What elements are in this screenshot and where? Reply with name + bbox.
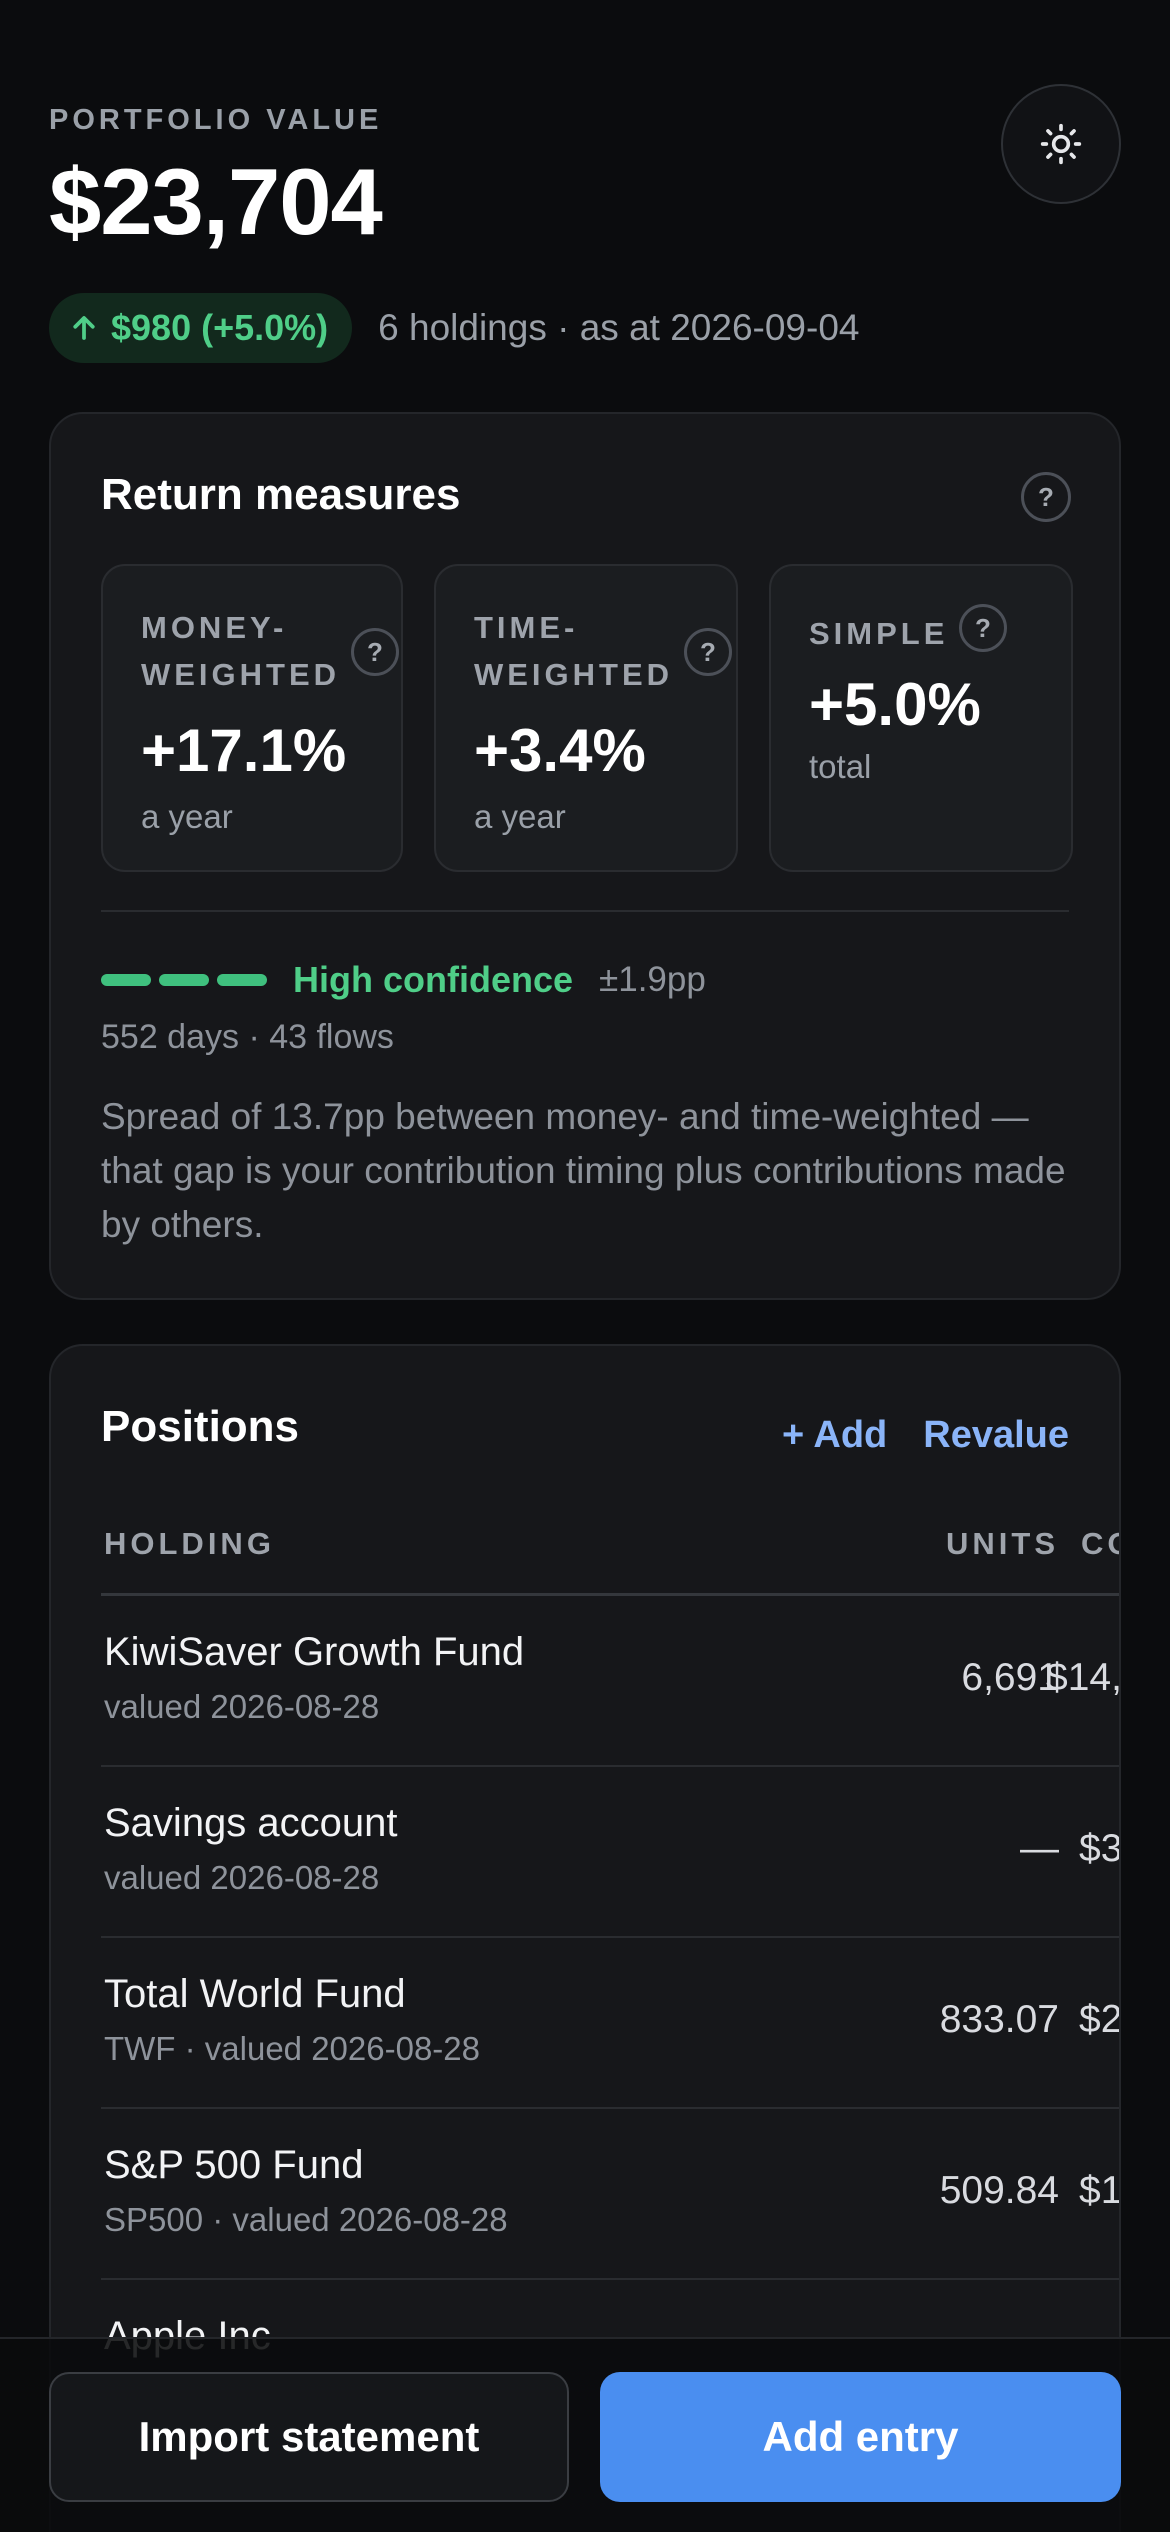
table-row[interactable]: Savings account valued 2026-08-28 — $3,1	[101, 1767, 1121, 1938]
theme-toggle-button[interactable]	[1001, 84, 1121, 204]
confidence-note: Spread of 13.7pp between money- and time…	[101, 1096, 1066, 1245]
portfolio-header: PORTFOLIO VALUE $23,704	[49, 84, 1121, 254]
column-holding[interactable]: HOLDING	[104, 1526, 275, 1561]
return-measures-card: Return measures ? MONEY-WEIGHTED ? +17.1…	[49, 412, 1121, 1300]
holding-cost: $2,7	[1079, 1998, 1121, 2041]
bottom-action-bar: Import statement Add entry	[0, 2337, 1170, 2532]
arrow-up-icon	[69, 313, 99, 343]
measure-value: +17.1%	[141, 717, 347, 784]
positions-title: Positions	[101, 1402, 300, 1451]
positions-card: Positions + Add Revalue HOLDING UNITS CO…	[49, 1344, 1121, 2532]
table-header: HOLDING UNITS CO	[101, 1516, 1119, 1596]
confidence-range: ±1.9pp	[599, 960, 706, 999]
holding-cost: $14,1	[1046, 1656, 1121, 1699]
holding-name: Savings account	[104, 1801, 398, 1845]
change-badge: $980 (+5.0%)	[49, 293, 353, 363]
holding-name: Total World Fund	[104, 1972, 406, 2016]
money-weighted-help-icon[interactable]: ?	[351, 628, 399, 676]
measure-label: MONEY-WEIGHTED	[141, 610, 341, 692]
add-position-button[interactable]: + Add	[782, 1414, 888, 1456]
portfolio-change-row: $980 (+5.0%) 6 holdings · as at 2026-09-…	[49, 293, 859, 363]
money-weighted-measure: MONEY-WEIGHTED ? +17.1% a year	[101, 564, 403, 872]
holding-sub: TWF · valued 2026-08-28	[104, 2030, 481, 2067]
return-measures-title: Return measures	[101, 470, 461, 519]
measure-sub: a year	[474, 798, 566, 835]
column-cost[interactable]: CO	[1081, 1526, 1119, 1561]
holding-units: 833.07	[939, 1998, 1059, 2041]
simple-measure: SIMPLE ? +5.0% total	[769, 564, 1073, 872]
import-statement-button[interactable]: Import statement	[49, 2372, 569, 2502]
portfolio-value-label: PORTFOLIO VALUE	[49, 104, 383, 136]
holding-sub: SP500 · valued 2026-08-28	[104, 2201, 508, 2238]
table-row[interactable]: S&P 500 Fund SP500 · valued 2026-08-28 5…	[101, 2109, 1121, 2280]
holding-cost: $1,2	[1079, 2169, 1121, 2212]
holding-name: KiwiSaver Growth Fund	[104, 1630, 525, 1674]
holding-sub: valued 2026-08-28	[104, 1859, 380, 1896]
holding-units: 6,691	[961, 1656, 1059, 1699]
add-entry-button[interactable]: Add entry	[600, 2372, 1121, 2502]
returns-divider	[101, 910, 1069, 912]
table-row[interactable]: KiwiSaver Growth Fund valued 2026-08-28 …	[101, 1596, 1121, 1767]
change-value: $980 (+5.0%)	[111, 307, 329, 348]
holding-units: —	[1020, 1827, 1059, 1870]
positions-actions: + Add Revalue	[782, 1414, 1069, 1457]
column-units[interactable]: UNITS	[946, 1526, 1059, 1561]
revalue-button[interactable]: Revalue	[923, 1414, 1069, 1456]
time-weighted-help-icon[interactable]: ?	[684, 628, 732, 676]
measure-label: TIME-WEIGHTED	[474, 610, 674, 692]
confidence-label: High confidence	[293, 959, 574, 1000]
measure-sub: total	[809, 748, 872, 785]
confidence-meta: 552 days · 43 flows	[101, 1018, 394, 1056]
holding-units: 509.84	[939, 2169, 1059, 2212]
measure-value: +3.4%	[474, 717, 646, 784]
return-measures-help-icon[interactable]: ?	[1021, 472, 1071, 522]
portfolio-total-value: $23,704	[49, 149, 383, 254]
holding-sub: valued 2026-08-28	[104, 1688, 380, 1725]
measure-value: +5.0%	[809, 671, 981, 738]
holding-name: S&P 500 Fund	[104, 2143, 364, 2187]
time-weighted-measure: TIME-WEIGHTED ? +3.4% a year	[434, 564, 738, 872]
holding-cost: $3,1	[1079, 1827, 1121, 1870]
measure-label: SIMPLE	[809, 616, 949, 651]
sun-icon	[1040, 123, 1082, 165]
confidence-meter	[101, 974, 267, 986]
simple-help-icon[interactable]: ?	[959, 604, 1007, 652]
holdings-summary: 6 holdings · as at 2026-09-04	[378, 307, 860, 348]
confidence-row: High confidence ±1.9pp	[101, 959, 706, 1001]
measure-sub: a year	[141, 798, 233, 835]
table-row[interactable]: Total World Fund TWF · valued 2026-08-28…	[101, 1938, 1121, 2109]
positions-table: HOLDING UNITS CO KiwiSaver Growth Fund v…	[101, 1516, 1121, 2451]
